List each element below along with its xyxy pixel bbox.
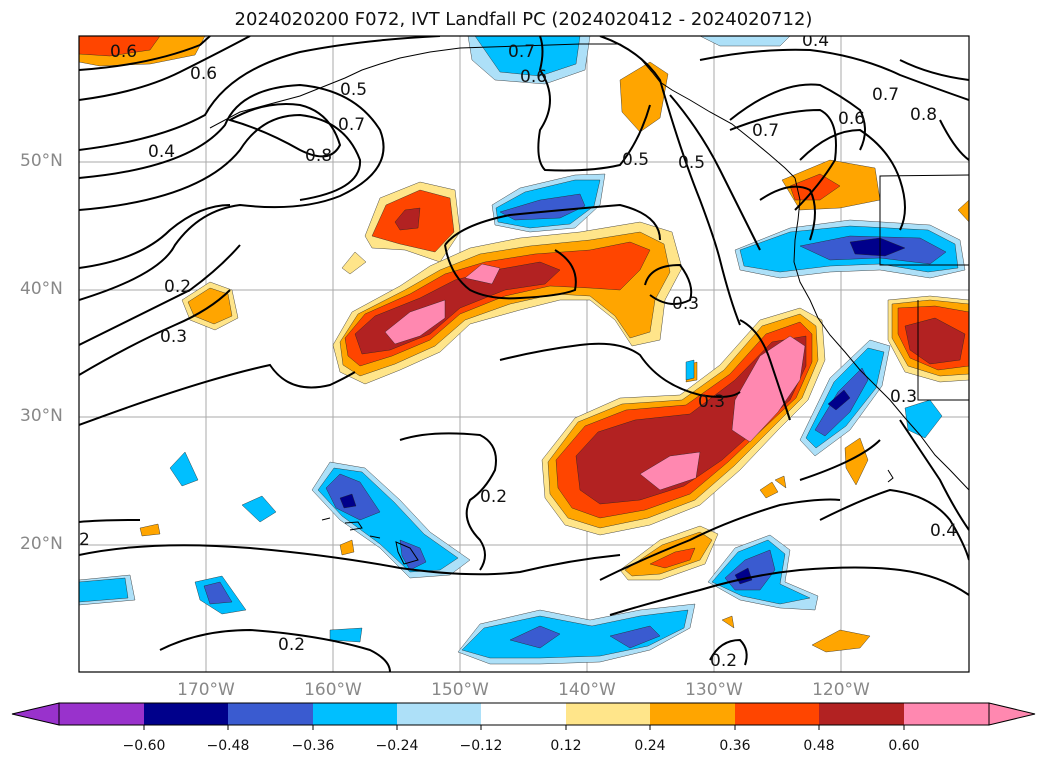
fill-north-cyan <box>474 36 581 77</box>
coast-alaska <box>209 43 796 179</box>
contour-label: 0.2 <box>278 635 305 655</box>
contour-label: 0.2 <box>710 651 737 671</box>
contour-label: 0.4 <box>930 521 957 541</box>
contour-label: 0.7 <box>508 42 535 62</box>
contour-label: 0.2 <box>480 487 507 507</box>
contour-label: 0.6 <box>520 67 547 87</box>
colorbar-segment <box>819 703 904 725</box>
coastlines <box>209 43 969 565</box>
lat-label: 50°N <box>20 151 63 171</box>
lat-label: 30°N <box>20 406 63 426</box>
contour-label: 0.5 <box>678 153 705 173</box>
colorbar-tick-label: −0.12 <box>459 738 503 754</box>
lon-label: 120°W <box>812 680 870 700</box>
coast-hawaii <box>321 517 419 565</box>
filled-shading <box>79 36 969 665</box>
colorbar-segment <box>481 703 566 725</box>
lon-label: 160°W <box>304 680 362 700</box>
colorbar <box>11 702 1036 730</box>
contour-label: 0.8 <box>910 105 937 125</box>
colorbar-segment <box>904 703 989 725</box>
colorbar-tick-label: −0.24 <box>375 738 419 754</box>
fill-alaska-orange <box>619 61 669 133</box>
colorbar-segment <box>59 703 144 725</box>
contour-label: 0.7 <box>872 85 899 105</box>
contour-label: 2 <box>79 530 90 550</box>
contour-label: 0.6 <box>838 109 865 129</box>
fill-nw-corner-red <box>79 36 161 57</box>
contour-label-group: 0.6 0.6 0.5 0.7 0.8 0.4 0.7 0.6 0.4 0.5 … <box>79 31 957 671</box>
colorbar-tick-label: 0.12 <box>550 738 582 754</box>
lon-label: 150°W <box>431 680 489 700</box>
contour-lines <box>79 36 969 672</box>
contour-label: 0.3 <box>698 392 725 412</box>
lon-label: 130°W <box>685 680 743 700</box>
contour-label: 0.2 <box>164 277 191 297</box>
colorbar-segment <box>566 703 650 725</box>
lat-label: 20°N <box>20 534 63 554</box>
colorbar-tick-label: −0.60 <box>122 738 166 754</box>
contour-label: 0.3 <box>672 294 699 314</box>
colorbar-tick-label: 0.60 <box>888 738 920 754</box>
coast-westcoast <box>793 177 969 491</box>
contour-label: 0.4 <box>802 31 829 51</box>
contour-label: 0.3 <box>160 327 187 347</box>
contour-label: 0.4 <box>148 142 175 162</box>
colorbar-segment <box>313 703 397 725</box>
colorbar-tick-label: 0.36 <box>719 738 751 754</box>
colorbar-extend-left <box>11 702 60 726</box>
contour-label: 0.6 <box>190 64 217 84</box>
contour-label: 0.6 <box>110 42 137 62</box>
contour-label: 0.3 <box>890 387 917 407</box>
lon-label: 170°W <box>177 680 235 700</box>
colorbar-segment <box>397 703 481 725</box>
colorbar-tick-label: −0.48 <box>206 738 250 754</box>
map-panel: 0.6 0.6 0.5 0.7 0.8 0.4 0.7 0.6 0.4 0.5 … <box>79 31 969 672</box>
contour-label: 0.7 <box>338 115 365 135</box>
contour-label: 0.5 <box>622 150 649 170</box>
lat-label: 40°N <box>20 279 63 299</box>
colorbar-extend-right <box>988 702 1036 726</box>
map-title: 2024020200 F072, IVT Landfall PC (202402… <box>234 9 813 30</box>
colorbar-segment <box>228 703 313 725</box>
contour-label: 0.7 <box>752 121 779 141</box>
lon-label: 140°W <box>558 680 616 700</box>
colorbar-tick-label: 0.24 <box>634 738 666 754</box>
contour-label: 0.8 <box>305 146 332 166</box>
map-frame <box>78 35 970 673</box>
colorbar-segment <box>735 703 819 725</box>
colorbar-tick-label: −0.36 <box>291 738 335 754</box>
colorbar-tick-label: 0.48 <box>803 738 835 754</box>
colorbar-segment <box>650 703 735 725</box>
colorbar-segment <box>144 703 228 725</box>
contour-label: 0.5 <box>340 80 367 100</box>
